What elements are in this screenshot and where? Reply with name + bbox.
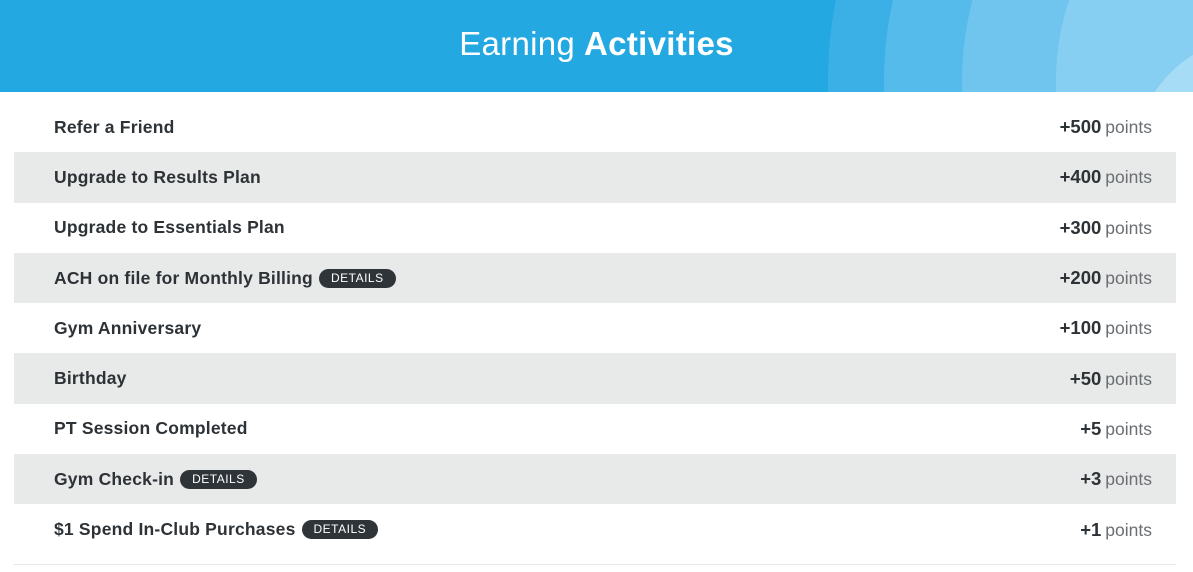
points-value: +300 [1059, 216, 1102, 238]
page-title-bold: Activities [584, 25, 734, 62]
points-value: +100 [1059, 317, 1102, 339]
page-title: Earning Activities [0, 0, 1193, 88]
activity-points: +300 points [1060, 217, 1152, 239]
activity-row: Gym Check-in DETAILS +3 points [14, 454, 1176, 505]
activity-name: Gym Check-in [54, 468, 175, 489]
points-value: +1 [1080, 518, 1102, 540]
points-unit: points [1105, 368, 1152, 389]
points-value: +50 [1069, 367, 1102, 389]
activity-points: +50 points [1070, 368, 1152, 390]
earning-activities-list: Refer a Friend +500 points Upgrade to Res… [14, 102, 1176, 555]
details-button[interactable]: DETAILS [301, 520, 379, 540]
list-bottom-divider [14, 564, 1176, 565]
points-unit: points [1105, 418, 1152, 439]
activity-row: $1 Spend In-Club Purchases DETAILS +1 poi… [14, 504, 1176, 554]
points-value: +3 [1080, 468, 1102, 490]
activity-points: +500 points [1060, 116, 1152, 138]
page-header: Earning Activities [0, 0, 1193, 92]
activity-name: Gym Anniversary [54, 317, 202, 338]
activity-row: ACH on file for Monthly Billing DETAILS … [14, 252, 1176, 304]
activity-name: Upgrade to Essentials Plan [54, 217, 285, 238]
activity-row: Upgrade to Essentials Plan +300 points [14, 203, 1176, 253]
activity-row: Upgrade to Results Plan +400 points [14, 152, 1176, 203]
activity-row: PT Session Completed +5 points [14, 404, 1176, 454]
points-unit: points [1105, 268, 1152, 289]
details-button[interactable]: DETAILS [180, 469, 257, 489]
points-unit: points [1105, 519, 1152, 540]
activity-points: +100 points [1060, 317, 1152, 339]
points-unit: points [1105, 217, 1152, 238]
points-unit: points [1105, 117, 1152, 138]
activity-points: +200 points [1060, 267, 1152, 289]
activity-name: $1 Spend In-Club Purchases [54, 519, 296, 540]
activity-name: Birthday [54, 368, 127, 389]
points-value: +200 [1059, 267, 1102, 289]
activity-points: +1 points [1080, 519, 1152, 541]
activity-points: +3 points [1080, 468, 1152, 490]
activity-points: +400 points [1060, 166, 1152, 188]
activity-row: Refer a Friend +500 points [14, 102, 1176, 152]
points-unit: points [1105, 318, 1152, 339]
activity-row: Birthday +50 points [14, 353, 1176, 404]
points-unit: points [1105, 167, 1152, 188]
points-unit: points [1105, 469, 1152, 490]
details-button[interactable]: DETAILS [318, 268, 396, 288]
page-title-light: Earning [459, 25, 576, 62]
points-value: +400 [1059, 166, 1102, 188]
activity-points: +5 points [1080, 418, 1152, 440]
activity-name: Refer a Friend [54, 116, 175, 137]
activity-name: PT Session Completed [54, 418, 248, 439]
points-value: +5 [1080, 417, 1102, 439]
activity-row: Gym Anniversary +100 points [14, 303, 1176, 353]
activity-name: Upgrade to Results Plan [54, 166, 261, 187]
activity-name: ACH on file for Monthly Billing [54, 267, 313, 288]
points-value: +500 [1059, 116, 1102, 138]
